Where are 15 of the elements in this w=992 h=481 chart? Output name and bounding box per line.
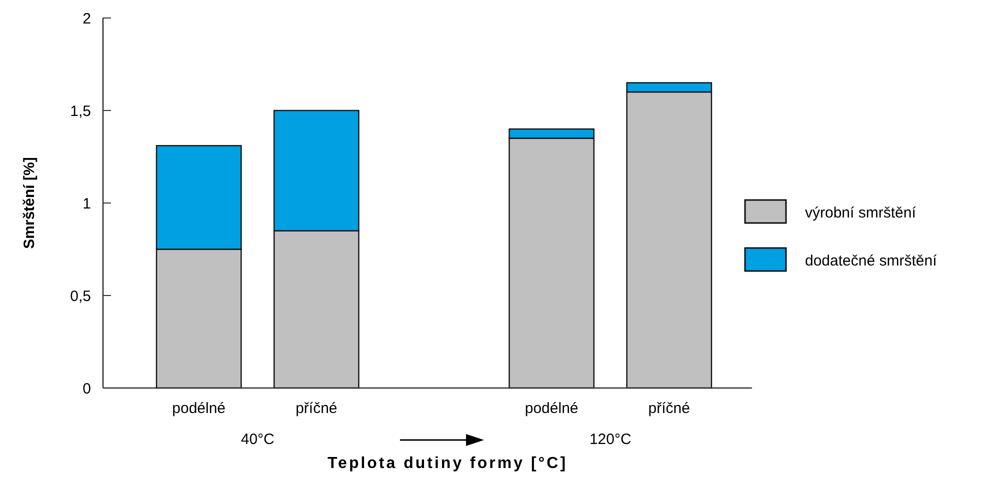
- text: 120°C: [589, 431, 632, 448]
- y-axis-title: Smrštění [%]: [21, 157, 38, 249]
- y-tick-label: 1,5: [70, 102, 91, 120]
- y-tick-label: 2: [82, 10, 91, 28]
- x-axis-title: Teplota dutiny formy [°C]: [327, 455, 568, 472]
- legend-label: dodatečné smrštění: [805, 252, 938, 270]
- x-tick-label: příčné: [648, 400, 690, 417]
- x-tick-label: příčné: [296, 400, 338, 417]
- text: 40°C: [240, 431, 275, 448]
- y-tick-label: 1: [82, 195, 91, 212]
- x-tick-label: podélné: [172, 400, 226, 417]
- y-tick-label: 0,5: [70, 288, 91, 305]
- x-tick-label: podélné: [524, 400, 578, 417]
- legend-label: výrobní smrštění: [805, 204, 917, 222]
- y-tick-label: 0: [82, 380, 91, 398]
